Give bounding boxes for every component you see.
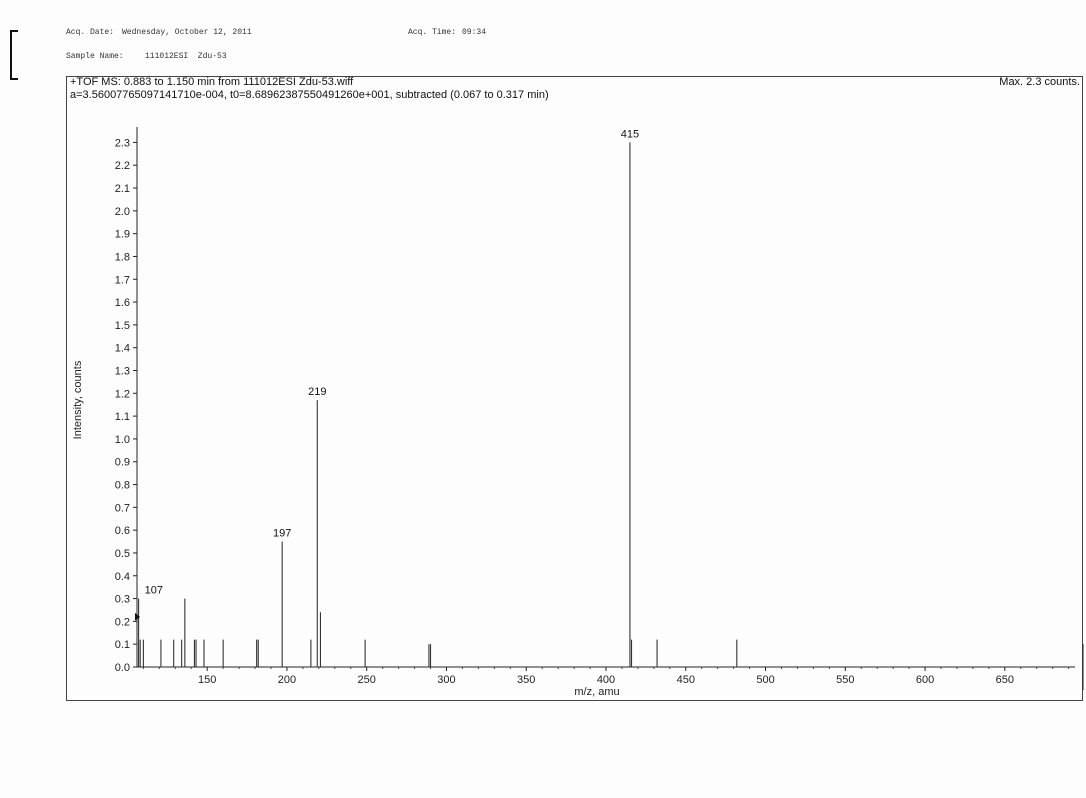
y-tick-label: 2.2 <box>115 160 130 172</box>
y-tick-label: 1.5 <box>115 320 130 332</box>
sample-name-label: Sample Name: <box>66 52 124 61</box>
x-tick-label: 250 <box>358 674 376 686</box>
x-tick-label: 500 <box>756 674 774 686</box>
acq-time-label: Acq. Time: <box>408 28 457 37</box>
y-tick-label: 0.4 <box>115 571 130 583</box>
y-tick-label: 1.6 <box>115 297 130 309</box>
peak-label: 197 <box>273 528 291 540</box>
page-bracket-mark <box>10 30 18 80</box>
y-tick-label: 2.3 <box>115 137 130 149</box>
y-tick-label: 0.0 <box>115 662 130 674</box>
y-tick-label: 0.2 <box>115 616 130 628</box>
y-tick-label: 0.3 <box>115 594 130 606</box>
x-tick-label: 200 <box>278 674 296 686</box>
sample-name-value: 111012ESI Zdu-53 <box>145 52 227 61</box>
y-tick-label: 2.0 <box>115 206 130 218</box>
peak-label: 415 <box>621 128 639 140</box>
chart-subtitle: a=3.56007765097141710e-004, t0=8.6896238… <box>70 89 549 101</box>
max-counts-label: Max. 2.3 counts. <box>999 76 1080 88</box>
x-axis-label: m/z, amu <box>574 686 619 698</box>
y-tick-label: 1.0 <box>115 434 130 446</box>
y-tick-label: 1.2 <box>115 388 130 400</box>
acq-date-label: Acq. Date: <box>66 28 115 37</box>
chart-title: +TOF MS: 0.883 to 1.150 min from 111012E… <box>70 76 354 88</box>
y-tick-label: 1.3 <box>115 365 130 377</box>
spectrum-frame <box>66 76 1083 701</box>
x-tick-label: 650 <box>996 674 1014 686</box>
y-tick-label: 0.6 <box>115 525 130 537</box>
acq-date-value: Wednesday, October 12, 2011 <box>122 28 252 37</box>
x-tick-label: 450 <box>677 674 695 686</box>
y-tick-label: 0.8 <box>115 480 130 492</box>
y-tick-label: 0.7 <box>115 502 130 514</box>
y-tick-label: 1.7 <box>115 274 130 286</box>
y-tick-label: 1.8 <box>115 251 130 263</box>
y-tick-label: 0.9 <box>115 457 130 469</box>
y-tick-label: 0.5 <box>115 548 130 560</box>
y-tick-label: 2.1 <box>115 183 130 195</box>
peak-label: 219 <box>308 386 326 398</box>
y-tick-label: 1.1 <box>115 411 130 423</box>
x-tick-label: 300 <box>437 674 455 686</box>
x-tick-label: 150 <box>198 674 216 686</box>
y-tick-label: 0.1 <box>115 639 130 651</box>
x-tick-label: 400 <box>597 674 615 686</box>
x-tick-label: 600 <box>916 674 934 686</box>
peak-label: 107 <box>145 585 163 597</box>
y-axis-label: Intensity, counts <box>72 360 84 439</box>
y-tick-label: 1.9 <box>115 229 130 241</box>
cursor-marker-icon <box>135 612 140 621</box>
x-tick-label: 350 <box>517 674 535 686</box>
acq-time-value: 09:34 <box>462 28 487 37</box>
x-tick-label: 550 <box>836 674 854 686</box>
y-tick-label: 1.4 <box>115 343 130 355</box>
